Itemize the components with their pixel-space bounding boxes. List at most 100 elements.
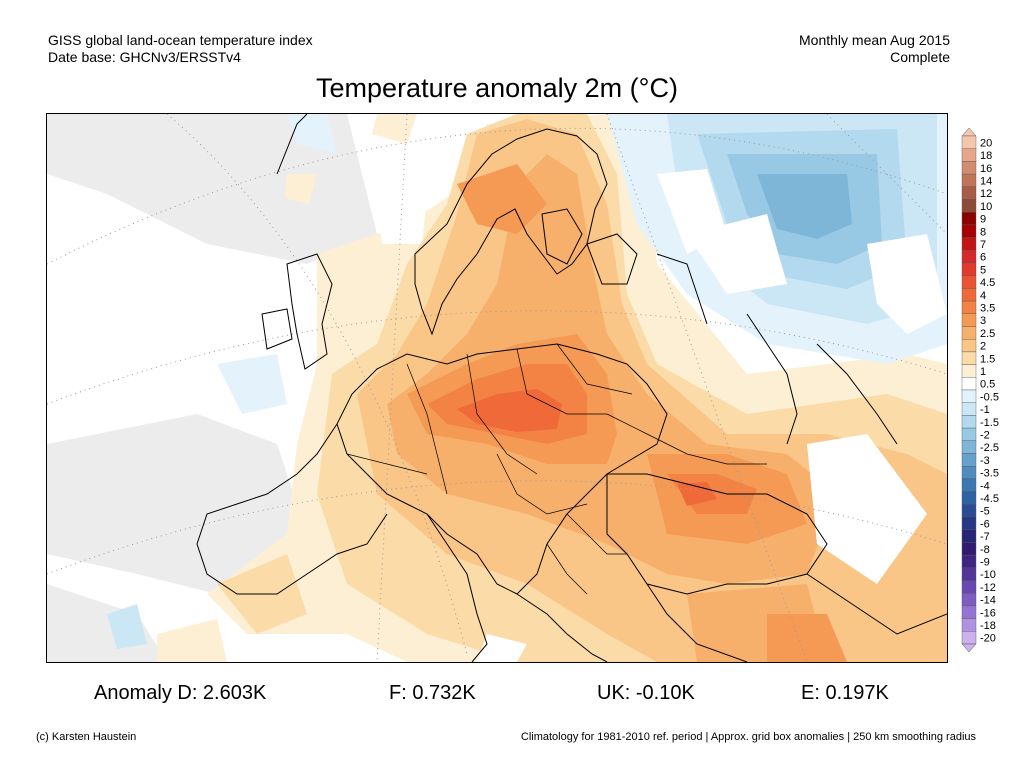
legend-label: 4 — [980, 290, 986, 302]
legend-swatch — [961, 427, 977, 442]
legend-label: -18 — [980, 620, 996, 632]
legend-label: 0.5 — [980, 379, 995, 391]
anomaly-3-5-4 — [457, 389, 717, 506]
legend-swatch — [961, 364, 977, 378]
legend-label: 1 — [980, 366, 986, 378]
legend-swatch — [961, 237, 977, 251]
legend-label: 2.5 — [980, 328, 995, 340]
legend-swatch — [961, 542, 977, 556]
legend-swatch — [961, 199, 977, 213]
anomaly-d-value: Anomaly D: 2.603K — [94, 682, 267, 704]
legend-label: -8 — [980, 544, 990, 556]
legend-max-arrow — [961, 128, 977, 137]
legend-label: 6 — [980, 252, 986, 264]
legend-label: 10 — [980, 201, 992, 213]
legend-swatch — [961, 567, 977, 581]
legend-swatch — [961, 211, 977, 226]
legend-swatch — [961, 186, 977, 200]
legend-label: 16 — [980, 163, 992, 175]
legend-label: -7 — [980, 531, 990, 543]
legend-label: -16 — [980, 607, 996, 619]
legend-swatch — [961, 402, 977, 416]
legend-label: -1.5 — [980, 417, 999, 429]
legend-label: 2 — [980, 341, 986, 353]
blank-areas — [377, 169, 947, 662]
legend-label: -2 — [980, 429, 990, 441]
legend-swatch — [961, 351, 977, 365]
graticule — [47, 114, 947, 662]
legend-swatch — [961, 593, 977, 607]
legend-label: -9 — [980, 556, 990, 568]
legend-label: -1 — [980, 404, 990, 416]
legend-label: -2.5 — [980, 442, 999, 454]
legend-label: -0.5 — [980, 391, 999, 403]
legend-label: 3.5 — [980, 302, 995, 314]
legend-label: 4.5 — [980, 277, 995, 289]
legend-label: 8 — [980, 226, 986, 238]
legend-swatch — [961, 300, 977, 315]
legend-swatch — [961, 389, 977, 403]
legend-label: -4.5 — [980, 493, 999, 505]
legend-swatch — [961, 440, 977, 454]
legend-swatch — [961, 262, 977, 276]
dataset-info: GISS global land-ocean temperature index… — [48, 32, 313, 66]
legend-swatch — [961, 529, 977, 543]
legend-swatch — [961, 453, 977, 467]
legend-swatch — [961, 618, 977, 632]
completeness-label: Complete — [890, 49, 950, 65]
legend-swatch — [961, 288, 977, 302]
map-title: Temperature anomaly 2m (°C) — [316, 73, 678, 103]
legend-swatch — [961, 224, 977, 238]
legend-label: 12 — [980, 188, 992, 200]
legend-swatch — [961, 478, 977, 492]
color-legend: 201816141210987654.543.532.521.510.5-0.5… — [961, 128, 999, 652]
legend-swatch — [961, 275, 977, 289]
anomaly-uk-value: UK: -0.10K — [597, 682, 695, 704]
anomaly-map — [46, 113, 948, 663]
period-info: Monthly mean Aug 2015 Complete — [799, 32, 950, 66]
legend-swatch — [961, 135, 977, 149]
legend-label: -5 — [980, 506, 990, 518]
legend-swatch — [961, 466, 977, 480]
legend-swatch — [961, 631, 977, 645]
method-note: Climatology for 1981-2010 ref. period | … — [520, 731, 976, 743]
legend-swatch — [961, 173, 977, 187]
legend-swatch — [961, 377, 977, 391]
legend-label: 1.5 — [980, 353, 995, 365]
legend-swatch — [961, 504, 977, 518]
legend-label: -3.5 — [980, 468, 999, 480]
legend-swatch — [961, 415, 977, 429]
legend-label: 5 — [980, 264, 986, 276]
legend-swatch — [961, 326, 977, 340]
legend-swatch — [961, 250, 977, 264]
copyright-text: (c) Karsten Haustein — [36, 731, 137, 743]
legend-label: -12 — [980, 582, 996, 594]
period-label: Monthly mean Aug 2015 — [799, 32, 950, 48]
legend-swatch — [961, 313, 977, 327]
country-borders — [346, 343, 767, 595]
legend-label: 3 — [980, 315, 986, 327]
legend-label: 18 — [980, 150, 992, 162]
legend-label: -3 — [980, 455, 990, 467]
legend-label: 14 — [980, 175, 992, 187]
anomaly-f-value: F: 0.732K — [389, 682, 476, 704]
legend-swatch — [961, 338, 977, 353]
legend-swatch — [961, 580, 977, 594]
legend-swatch — [961, 148, 977, 162]
dataset-name: GISS global land-ocean temperature index — [48, 32, 313, 48]
legend-label: -20 — [980, 633, 996, 645]
legend-swatch — [961, 516, 977, 530]
legend-label: -4 — [980, 480, 990, 492]
legend-swatch — [961, 554, 977, 569]
legend-swatch — [961, 605, 977, 619]
legend-label: 7 — [980, 239, 986, 251]
map-canvas — [47, 114, 947, 662]
legend-label: 20 — [980, 137, 992, 149]
legend-label: -10 — [980, 569, 996, 581]
anomaly-e-value: E: 0.197K — [801, 682, 889, 704]
legend-label: -6 — [980, 518, 990, 530]
legend-min-arrow — [961, 643, 977, 652]
database-name: Date base: GHCNv3/ERSSTv4 — [48, 49, 241, 65]
legend-label: 9 — [980, 214, 986, 226]
legend-label: -14 — [980, 595, 996, 607]
